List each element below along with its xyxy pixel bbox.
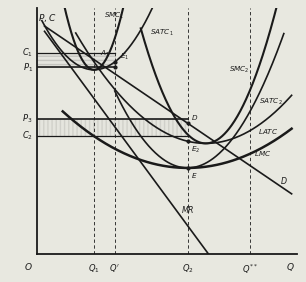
Text: $SATC_2$: $SATC_2$ bbox=[259, 97, 283, 107]
Text: $C_1$: $C_1$ bbox=[22, 46, 33, 59]
Text: $P_3$: $P_3$ bbox=[22, 113, 33, 125]
Text: $LMC$: $LMC$ bbox=[254, 149, 272, 158]
Text: $SMC_2$: $SMC_2$ bbox=[229, 65, 250, 75]
Text: $Q'$: $Q'$ bbox=[109, 262, 120, 274]
Text: $E$: $E$ bbox=[191, 171, 197, 180]
Text: $D$: $D$ bbox=[192, 113, 199, 122]
Text: $LATC$: $LATC$ bbox=[258, 127, 278, 136]
Text: $E_2$: $E_2$ bbox=[192, 145, 201, 155]
Text: $Q_1$: $Q_1$ bbox=[88, 262, 100, 275]
Text: $Q_2$: $Q_2$ bbox=[182, 262, 193, 275]
Text: $O$: $O$ bbox=[24, 261, 33, 272]
Text: $MR$: $MR$ bbox=[181, 204, 194, 215]
Text: $D$: $D$ bbox=[280, 175, 288, 186]
Text: $SMC_1$: $SMC_1$ bbox=[104, 11, 125, 21]
Text: $P_1$: $P_1$ bbox=[23, 61, 33, 74]
Text: $P, C$: $P, C$ bbox=[38, 12, 56, 24]
Text: $E_1$: $E_1$ bbox=[120, 52, 129, 62]
Text: $Q^{**}$: $Q^{**}$ bbox=[242, 262, 258, 276]
Text: $C_2$: $C_2$ bbox=[22, 130, 33, 142]
Text: $SATC_1$: $SATC_1$ bbox=[150, 28, 174, 38]
Text: $Q$: $Q$ bbox=[285, 261, 294, 273]
Text: $A_1$: $A_1$ bbox=[100, 49, 110, 60]
